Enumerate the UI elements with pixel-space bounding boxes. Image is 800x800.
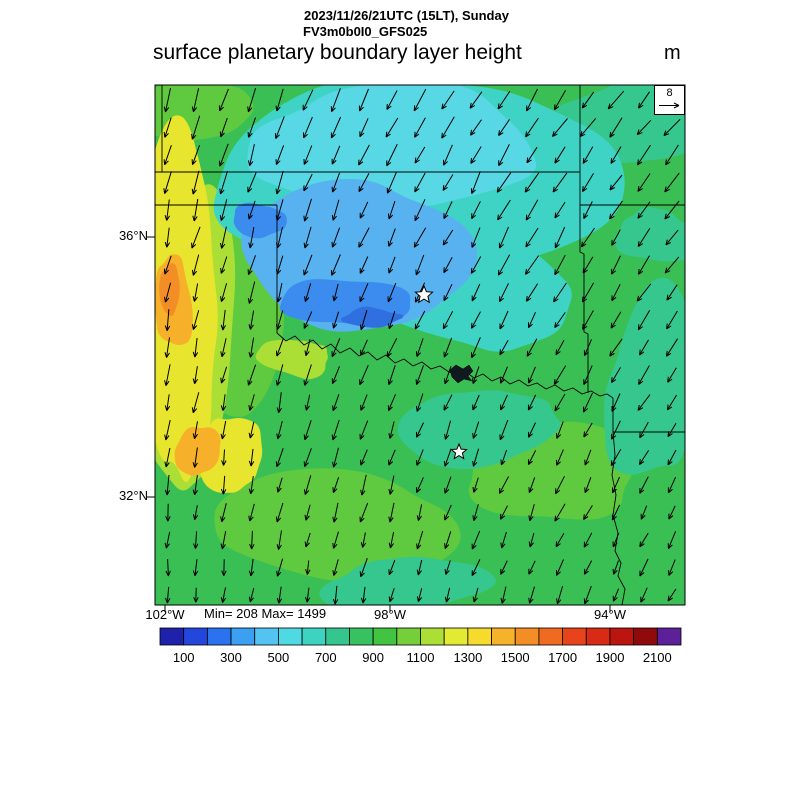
region-light-green-bottom-center [214, 468, 461, 584]
colorbar-segment [254, 627, 279, 646]
colorbar-segment [301, 627, 327, 646]
colorbar-segment [278, 627, 303, 646]
lon-tick-label: 98°W [374, 607, 406, 622]
colorbar: 100 300 500 700 900 1100 1300 1500 1700 1900 2100 [159, 627, 682, 665]
colorbar-segment [206, 627, 232, 646]
colorbar-tick-label: 700 [315, 650, 337, 665]
colorbar-segment [514, 627, 540, 646]
units-label: m [664, 42, 681, 64]
colorbar-segment [491, 627, 516, 646]
wind-reference-box: 8 [654, 85, 685, 115]
region-blue-deep-min [341, 306, 404, 328]
wind-arrows [163, 87, 681, 605]
plot-title: surface planetary boundary layer height [153, 41, 522, 64]
lake-polygon [449, 364, 474, 384]
lon-tick-label: 94°W [594, 607, 626, 622]
colorbar-segment [159, 627, 185, 646]
lon-tick-label: 102°W [145, 607, 185, 622]
lat-tick-label: 32°N [118, 488, 148, 503]
colorbar-tick-label: 900 [362, 650, 384, 665]
colorbar-segment [183, 627, 208, 646]
colorbar-segment [633, 627, 658, 646]
star-marker [450, 442, 468, 460]
colorbar-segment [585, 627, 611, 646]
colorbar-tick-label: 500 [268, 650, 290, 665]
region-cyan-light-north [247, 85, 537, 211]
colorbar-tick-label: 2100 [643, 650, 672, 665]
colorbar-segment [396, 627, 421, 646]
region-blue-mid-west-spot [233, 202, 287, 239]
colorbar-tick-label: 1300 [453, 650, 482, 665]
colorbar-tick-label: 1900 [596, 650, 625, 665]
min-max-label: Min= 208 Max= 1499 [204, 606, 327, 621]
region-orange-west-south [174, 427, 221, 476]
colorbar-segment [538, 627, 563, 646]
colorbar-segment [420, 627, 445, 646]
wind-reference-value: 8 [666, 87, 673, 99]
colorbar-tick-label: 300 [220, 650, 242, 665]
region-orange-deep-spot [159, 263, 180, 317]
map-frame [154, 84, 686, 606]
colorbar-segment [609, 627, 635, 646]
region-teal-south-of-river [397, 390, 561, 470]
colorbar-tick-label: 100 [173, 650, 195, 665]
colorbar-segment [325, 627, 350, 646]
model-name-label: FV3m0b0I0_GFS025 [303, 24, 428, 39]
valid-time-label: 2023/11/26/21UTC (15LT), Sunday [304, 8, 509, 23]
axis-ticks [147, 236, 611, 612]
colorbar-segment [230, 627, 256, 646]
region-teal-east-patch [614, 206, 685, 262]
colorbar-segment [656, 627, 682, 646]
star-marker [414, 284, 434, 304]
colorbar-segment [562, 627, 587, 646]
pbl-height-field [155, 85, 685, 605]
colorbar-segment [467, 627, 492, 646]
colorbar-segment [372, 627, 398, 646]
colorbar-segment [349, 627, 374, 646]
colorbar-tick-label: 1500 [501, 650, 530, 665]
colorbar-tick-label: 1700 [548, 650, 577, 665]
colorbar-tick-label: 1100 [407, 650, 435, 665]
region-teal-east-band [604, 277, 685, 475]
colorbar-segment [443, 627, 469, 646]
wind-reference-arrow-icon [659, 102, 680, 109]
lat-tick-label: 36°N [118, 228, 148, 243]
